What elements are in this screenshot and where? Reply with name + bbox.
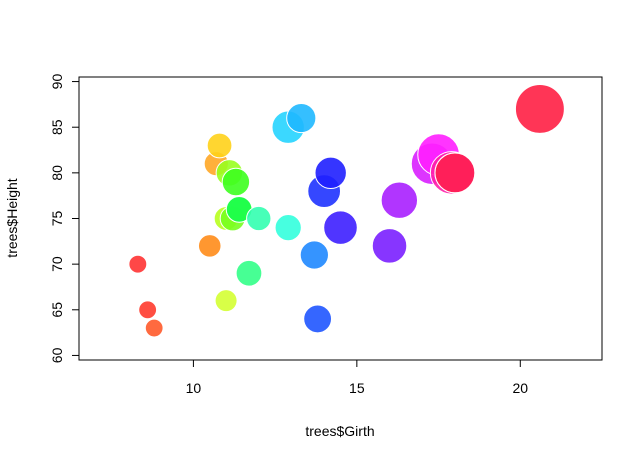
y-tick-label: 70 bbox=[49, 256, 65, 272]
y-axis: 60 65 70 75 80 85 90 bbox=[49, 74, 80, 363]
bubble-point bbox=[246, 205, 272, 232]
bubble-point bbox=[380, 181, 419, 219]
y-tick-label: 80 bbox=[49, 165, 65, 181]
bubble-point bbox=[299, 240, 329, 270]
y-tick-label: 85 bbox=[49, 119, 65, 135]
x-tick-label: 10 bbox=[186, 380, 202, 396]
bubble-point bbox=[323, 210, 358, 245]
y-axis-title: trees$Height bbox=[4, 178, 20, 257]
y-tick-label: 65 bbox=[49, 302, 65, 318]
bubble-point bbox=[214, 289, 238, 313]
bubble-point bbox=[274, 213, 302, 242]
y-tick-label: 75 bbox=[49, 211, 65, 227]
bubble-point bbox=[314, 156, 347, 190]
bubble-point bbox=[514, 83, 565, 134]
data-points bbox=[128, 83, 565, 338]
bubble-point bbox=[286, 102, 317, 134]
bubble-point bbox=[144, 318, 164, 338]
bubble-point bbox=[206, 132, 233, 159]
x-tick-label: 15 bbox=[349, 380, 365, 396]
bubble-point bbox=[235, 259, 263, 287]
bubble-point bbox=[371, 228, 408, 264]
y-tick-label: 60 bbox=[49, 347, 65, 363]
x-axis-title: trees$Girth bbox=[305, 423, 374, 439]
x-tick-label: 20 bbox=[512, 380, 528, 396]
bubble-point bbox=[138, 300, 158, 320]
bubble-point bbox=[128, 254, 148, 274]
y-tick-label: 90 bbox=[49, 74, 65, 90]
bubble-point bbox=[221, 167, 251, 197]
x-axis: 10 15 20 bbox=[186, 359, 528, 396]
bubble-point bbox=[434, 152, 476, 194]
bubble-point bbox=[303, 304, 333, 334]
bubble-point bbox=[197, 234, 222, 258]
